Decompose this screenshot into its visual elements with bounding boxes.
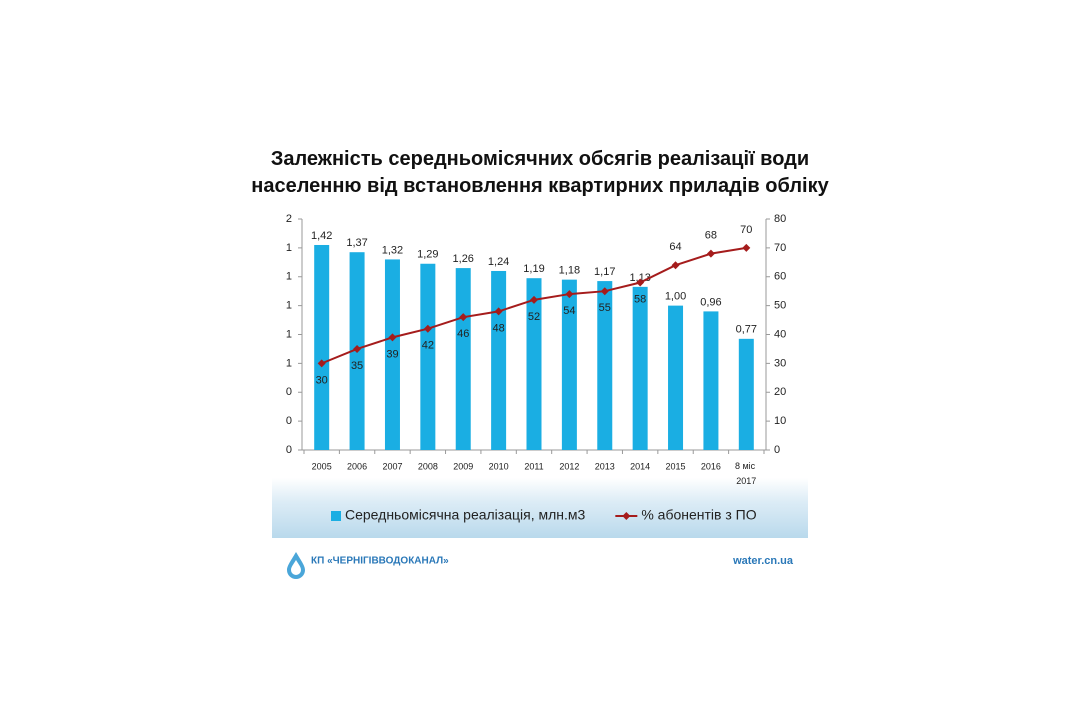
legend-swatch	[331, 511, 341, 521]
x-tick-label: 2009	[453, 461, 473, 471]
x-tick-label: 2010	[489, 461, 509, 471]
line-marker	[600, 287, 609, 296]
company-name: КП «ЧЕРНІГІВВОДОКАНАЛ»	[311, 556, 449, 567]
bar-value-label: 1,26	[453, 253, 474, 265]
x-tick-label: 2007	[382, 461, 402, 471]
bar	[561, 279, 577, 450]
x-tick-label: 8 міс 2017	[735, 461, 758, 486]
line-value-label: 30	[316, 374, 328, 386]
bar	[597, 281, 613, 450]
x-tick-label: 2016	[701, 461, 721, 471]
bar-value-label: 1,00	[665, 291, 686, 303]
line-marker	[636, 278, 645, 287]
bar	[526, 278, 542, 450]
bar	[420, 263, 436, 450]
bar	[632, 286, 648, 450]
line-value-label: 35	[351, 360, 363, 372]
bar	[668, 305, 684, 450]
y-tick-label: 1	[286, 242, 292, 254]
x-tick-label: 2005	[312, 461, 332, 471]
y2-tick-label: 10	[774, 415, 786, 427]
line-marker	[317, 359, 326, 368]
y2-tick-label: 50	[774, 300, 786, 312]
line-value-label: 39	[386, 348, 398, 360]
line-value-label: 52	[528, 311, 540, 323]
line-value-label: 64	[669, 241, 681, 253]
legend-marker	[622, 512, 631, 520]
line-marker	[742, 243, 751, 252]
bar-value-label: 1,29	[417, 249, 438, 261]
y2-tick-label: 0	[774, 444, 780, 456]
line-marker	[706, 249, 715, 258]
line-value-label: 46	[457, 328, 469, 340]
water-background	[272, 478, 808, 538]
y2-tick-label: 70	[774, 242, 786, 254]
y-tick-label: 0	[286, 444, 292, 456]
x-tick-label: 2008	[418, 461, 438, 471]
line-marker	[423, 324, 432, 333]
legend-label: % абонентів з ПО	[641, 507, 756, 523]
bar-value-label: 0,77	[736, 324, 757, 336]
line-marker	[388, 333, 397, 342]
y-tick-label: 0	[286, 415, 292, 427]
line-marker	[459, 313, 468, 322]
line-value-label: 54	[563, 305, 575, 317]
bar	[455, 268, 471, 450]
line-value-label: 58	[634, 293, 646, 305]
x-tick-label: 2012	[559, 461, 579, 471]
x-tick-label: 2015	[666, 461, 686, 471]
y-tick-label: 1	[286, 271, 292, 283]
y-tick-label: 0	[286, 386, 292, 398]
line-value-label: 70	[740, 224, 752, 236]
line-value-label: 55	[599, 302, 611, 314]
y-tick-label: 1	[286, 357, 292, 369]
website: water.cn.ua	[732, 555, 794, 567]
line-marker	[565, 290, 574, 299]
y-tick-label: 1	[286, 300, 292, 312]
line-value-label: 68	[705, 230, 717, 242]
bar	[491, 270, 507, 450]
bar	[314, 244, 330, 450]
line-marker	[494, 307, 503, 316]
legend-label: Середньомісячна реалізація, млн.м3	[345, 507, 586, 523]
x-tick-label: 2013	[595, 461, 615, 471]
y2-tick-label: 60	[774, 271, 786, 283]
line-marker	[671, 261, 680, 270]
x-tick-label: 2014	[630, 461, 650, 471]
y2-tick-label: 20	[774, 386, 786, 398]
x-tick-label: 2011	[524, 461, 543, 471]
bar-value-label: 1,18	[559, 265, 580, 277]
y2-tick-label: 80	[774, 213, 786, 225]
y-tick-label: 2	[286, 213, 292, 225]
bar-value-label: 1,37	[346, 237, 367, 249]
bar	[703, 311, 719, 450]
y2-tick-label: 30	[774, 357, 786, 369]
bar-value-label: 0,96	[700, 296, 721, 308]
bar-value-label: 1,19	[523, 263, 544, 275]
chart-title: Залежність середньомісячних обсягів реал…	[251, 148, 829, 197]
bar	[384, 259, 400, 450]
y2-tick-label: 40	[774, 328, 786, 340]
line-marker	[353, 344, 362, 353]
bar-value-label: 1,24	[488, 256, 509, 268]
line-value-label: 42	[422, 340, 434, 352]
bar-value-label: 1,32	[382, 244, 403, 256]
bar-value-label: 1,42	[311, 230, 332, 242]
bar-value-label: 1,17	[594, 266, 615, 278]
x-tick-label: 2006	[347, 461, 367, 471]
y-tick-label: 1	[286, 328, 292, 340]
line-marker	[530, 295, 538, 304]
line-value-label: 48	[492, 322, 504, 334]
bar	[738, 338, 754, 450]
logo	[287, 552, 305, 579]
